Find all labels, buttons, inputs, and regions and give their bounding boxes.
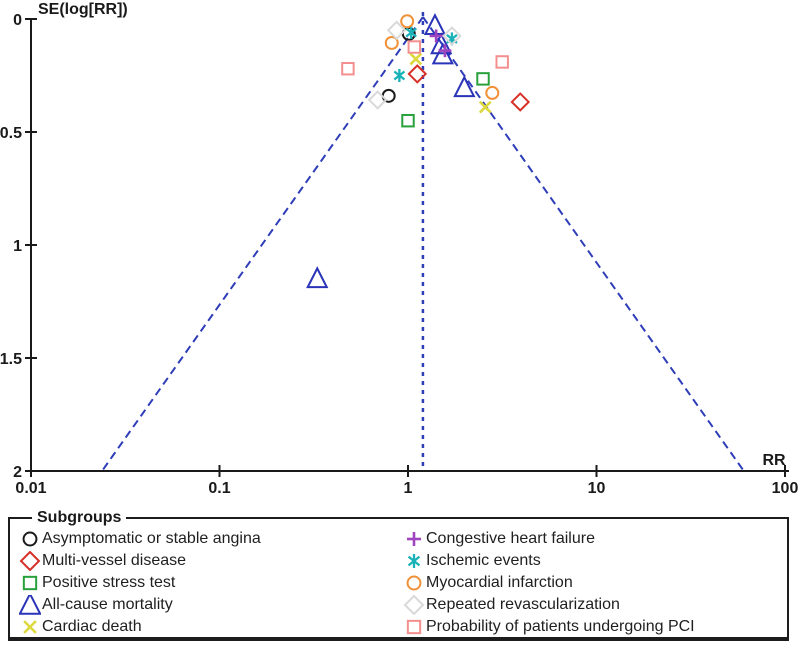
legend-item: Ischemic events	[402, 550, 787, 572]
legend-title: Subgroups	[37, 509, 122, 526]
triangle-legend-icon	[18, 595, 42, 615]
legend-item: Probability of patients undergoing PCI	[402, 616, 787, 638]
data-point	[510, 92, 531, 112]
data-point	[400, 14, 415, 29]
legend-item-label: Myocardial infarction	[426, 574, 573, 591]
data-point	[438, 44, 452, 58]
asterisk-legend-icon	[402, 551, 426, 571]
y-axis-title: SE(log[RR])	[38, 1, 128, 18]
data-point	[431, 42, 454, 65]
circle-marker	[406, 575, 422, 591]
data-point	[495, 55, 509, 69]
data-point	[429, 29, 443, 43]
data-point	[409, 52, 423, 66]
plus-legend-icon	[402, 529, 426, 549]
data-point	[405, 26, 417, 40]
circle-legend-icon	[18, 529, 42, 549]
y-tick-label: 0.5	[0, 125, 22, 142]
legend-item-label: Multi-vessel disease	[42, 552, 187, 569]
x-axis-title: RR	[762, 452, 786, 469]
legend-item-label: Congestive heart failure	[426, 530, 595, 547]
x-tick-label: 0.1	[208, 480, 230, 497]
data-point	[401, 113, 415, 128]
data-point	[384, 35, 399, 50]
asterisk-marker	[407, 554, 421, 568]
square-marker	[22, 575, 38, 591]
data-point	[430, 32, 453, 55]
circle-legend-icon	[402, 573, 426, 593]
plus-marker	[407, 532, 421, 546]
legend-item: Repeated revascularization	[402, 594, 787, 616]
x-tick-label: 0.01	[15, 480, 46, 497]
diamond-legend-icon	[402, 595, 426, 615]
legend-item: Positive stress test	[18, 572, 398, 594]
x-marker	[23, 620, 37, 634]
diamond-marker	[403, 595, 425, 615]
square-legend-icon	[402, 617, 426, 637]
diamond-legend-icon	[18, 551, 42, 571]
legend-item-label: Repeated revascularization	[426, 596, 620, 613]
square-marker	[406, 619, 422, 635]
legend-item: Myocardial infarction	[402, 572, 787, 594]
data-point	[442, 26, 462, 46]
legend-columns: Asymptomatic or stable angina Multi-vesse…	[18, 528, 787, 638]
data-point	[386, 20, 407, 41]
legend-item-label: Asymptomatic or stable angina	[42, 530, 261, 547]
x-tick-label: 10	[588, 480, 606, 497]
y-tick-label: 0	[13, 12, 22, 29]
legend-column: Asymptomatic or stable angina Multi-vesse…	[18, 528, 398, 638]
data-point	[485, 85, 500, 100]
data-point	[367, 90, 388, 110]
y-tick-label: 1	[13, 238, 22, 255]
funnel-left-boundary	[101, 16, 424, 472]
legend-item: Multi-vessel disease	[18, 550, 398, 572]
legend-item-label: Cardiac death	[42, 618, 142, 635]
funnel-right-boundary	[422, 16, 745, 472]
legend-item: Asymptomatic or stable angina	[18, 528, 398, 550]
legend-item: Cardiac death	[18, 616, 398, 638]
square-legend-icon	[18, 573, 42, 593]
data-point	[476, 72, 490, 86]
data-point	[453, 75, 476, 98]
x-tick-label: 100	[772, 480, 799, 497]
data-point	[407, 40, 422, 54]
y-tick-label: 1.5	[0, 351, 22, 368]
data-point	[393, 69, 406, 82]
y-tick-label: 2	[13, 464, 22, 481]
x-tick-label: 1	[404, 480, 413, 497]
legend-item-label: Ischemic events	[426, 552, 541, 569]
legend-item-label: All-cause mortality	[42, 596, 173, 613]
data-point	[341, 62, 355, 76]
data-point	[407, 64, 428, 84]
x-legend-icon	[18, 617, 42, 637]
legend-item-label: Probability of patients undergoing PCI	[426, 618, 695, 635]
data-point	[306, 266, 329, 289]
funnel-plot-canvas: 0 0.5 1 1.5 20.01 0.1 1 10 100 SE(log[RR]) RR	[0, 1, 799, 497]
diamond-marker	[19, 551, 41, 571]
legend-item-label: Positive stress test	[42, 574, 176, 591]
data-point	[478, 100, 492, 114]
legend-item: All-cause mortality	[18, 594, 398, 616]
triangle-marker	[19, 595, 41, 615]
legend-box: Subgroups Asymptomatic or stable angina M…	[8, 509, 789, 641]
legend-item: Congestive heart failure	[402, 528, 787, 550]
legend-column: Congestive heart failure Ischemic events M…	[402, 528, 787, 638]
circle-marker	[22, 531, 38, 547]
